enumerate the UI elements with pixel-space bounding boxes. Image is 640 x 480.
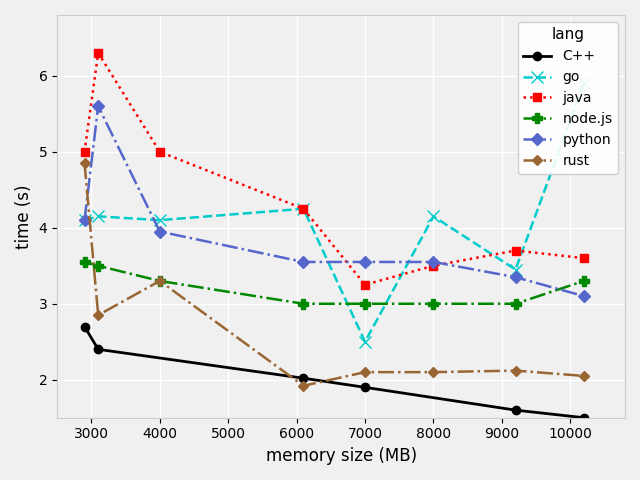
python bbox=[429, 259, 437, 265]
rust bbox=[361, 369, 369, 375]
go bbox=[580, 81, 588, 86]
python bbox=[81, 217, 88, 223]
node.js bbox=[429, 301, 437, 307]
go bbox=[81, 217, 88, 223]
python bbox=[300, 259, 307, 265]
node.js bbox=[81, 259, 88, 265]
java bbox=[429, 263, 437, 269]
C++ bbox=[300, 375, 307, 381]
C++ bbox=[512, 407, 520, 413]
python bbox=[512, 274, 520, 280]
node.js bbox=[512, 301, 520, 307]
python bbox=[156, 228, 164, 234]
rust bbox=[512, 368, 520, 373]
node.js bbox=[156, 278, 164, 284]
node.js bbox=[300, 301, 307, 307]
go bbox=[429, 214, 437, 219]
rust bbox=[580, 373, 588, 379]
Line: go: go bbox=[79, 78, 589, 348]
java bbox=[156, 149, 164, 155]
Line: java: java bbox=[81, 49, 588, 289]
node.js bbox=[580, 278, 588, 284]
Line: C++: C++ bbox=[81, 323, 588, 422]
java bbox=[81, 149, 88, 155]
C++ bbox=[580, 415, 588, 420]
go bbox=[156, 217, 164, 223]
java bbox=[300, 206, 307, 212]
Line: python: python bbox=[81, 102, 588, 300]
rust bbox=[94, 312, 102, 318]
java bbox=[361, 282, 369, 288]
go bbox=[361, 339, 369, 345]
python bbox=[94, 103, 102, 109]
java bbox=[94, 50, 102, 56]
C++ bbox=[81, 324, 88, 329]
rust bbox=[300, 383, 307, 389]
Y-axis label: time (s): time (s) bbox=[15, 184, 33, 249]
go bbox=[94, 214, 102, 219]
java bbox=[512, 248, 520, 253]
Line: node.js: node.js bbox=[79, 257, 589, 309]
Line: rust: rust bbox=[81, 160, 588, 389]
rust bbox=[81, 160, 88, 166]
C++ bbox=[361, 384, 369, 390]
X-axis label: memory size (MB): memory size (MB) bbox=[266, 447, 417, 465]
python bbox=[580, 293, 588, 299]
node.js bbox=[94, 263, 102, 269]
java bbox=[580, 255, 588, 261]
C++ bbox=[94, 347, 102, 352]
python bbox=[361, 259, 369, 265]
go bbox=[300, 206, 307, 212]
rust bbox=[156, 278, 164, 284]
node.js bbox=[361, 301, 369, 307]
rust bbox=[429, 369, 437, 375]
go bbox=[512, 267, 520, 273]
Legend: C++, go, java, node.js, python, rust: C++, go, java, node.js, python, rust bbox=[518, 22, 618, 174]
